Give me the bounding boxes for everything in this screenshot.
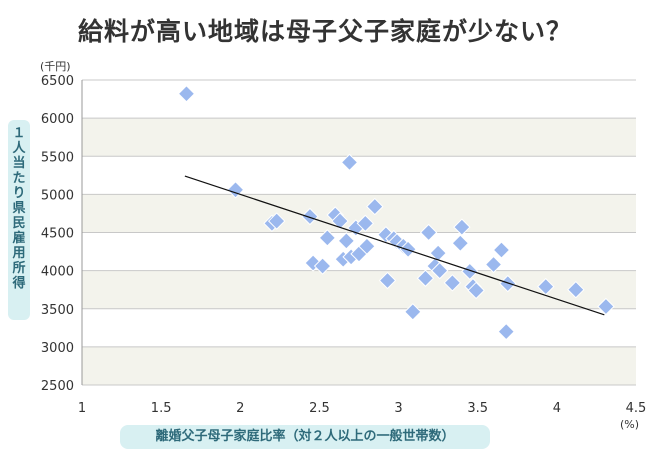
data-point [366, 197, 384, 216]
y-tick-label: 3000 [41, 341, 74, 356]
plot-band [82, 308, 636, 347]
data-point [177, 85, 196, 103]
x-tick-labels: 1 1.5 2 2.5 3 3.5 4 4.5 [78, 401, 646, 416]
x-tick-label: 4 [553, 401, 561, 416]
data-points [177, 85, 615, 341]
plot-band [82, 118, 636, 157]
y-tick-label: 2500 [41, 379, 74, 394]
data-point [313, 257, 332, 275]
plot-band [82, 270, 636, 309]
data-point [337, 232, 356, 250]
x-axis-label: 離婚父子母子家庭比率（対２人以上の一般世帯数） [120, 425, 490, 449]
data-point [318, 229, 337, 247]
data-point [453, 218, 471, 236]
chart-title: 給料が高い地域は母子父子家庭が少ない？ [77, 17, 572, 46]
y-tick-labels: 2500 3000 3500 4000 4500 5000 5500 6000 6500 [41, 74, 74, 394]
data-point [429, 244, 447, 262]
data-point [537, 277, 555, 296]
data-point [404, 303, 422, 321]
data-point [331, 212, 349, 230]
x-tick-label: 3.5 [467, 401, 488, 416]
x-tick-label: 1.5 [151, 401, 172, 416]
y-axis-label: １人当たり県民雇用所得 [12, 126, 26, 291]
x-tick-label: 2 [236, 401, 244, 416]
data-point [443, 274, 462, 292]
trendline [184, 175, 605, 316]
data-point [378, 271, 397, 290]
x-tick-label: 3 [394, 401, 402, 416]
y-tick-label: 6500 [41, 74, 74, 89]
data-point [419, 223, 438, 242]
y-tick-label: 3500 [41, 303, 74, 318]
data-point [399, 240, 417, 258]
data-point [597, 297, 615, 316]
data-point [497, 322, 515, 341]
y-tick-label: 5500 [41, 150, 74, 165]
data-point [301, 207, 319, 226]
y-axis-label-box: １人当たり県民雇用所得 [8, 120, 30, 320]
y-unit-label: (千円) [40, 60, 71, 73]
plot-band [82, 156, 636, 195]
x-tick-label: 4.5 [626, 401, 647, 416]
data-point [467, 281, 485, 300]
data-point [340, 153, 359, 172]
trendline-group [184, 175, 605, 316]
x-tick-label: 2.5 [309, 401, 330, 416]
y-tick-label: 4500 [41, 227, 74, 242]
data-point [356, 214, 375, 233]
plot-band [82, 80, 636, 119]
plot-band [82, 346, 636, 385]
data-point [431, 261, 449, 280]
data-point [358, 237, 376, 255]
data-point [451, 234, 470, 252]
data-point [416, 269, 435, 287]
x-unit-label: (%) [620, 418, 640, 431]
data-point [267, 212, 286, 230]
data-point [484, 255, 503, 274]
y-tick-label: 5000 [41, 188, 74, 203]
y-tick-label: 4000 [41, 265, 74, 280]
x-tick-label: 1 [78, 401, 86, 416]
data-point [567, 280, 585, 299]
data-point [492, 241, 511, 259]
y-tick-label: 6000 [41, 112, 74, 127]
